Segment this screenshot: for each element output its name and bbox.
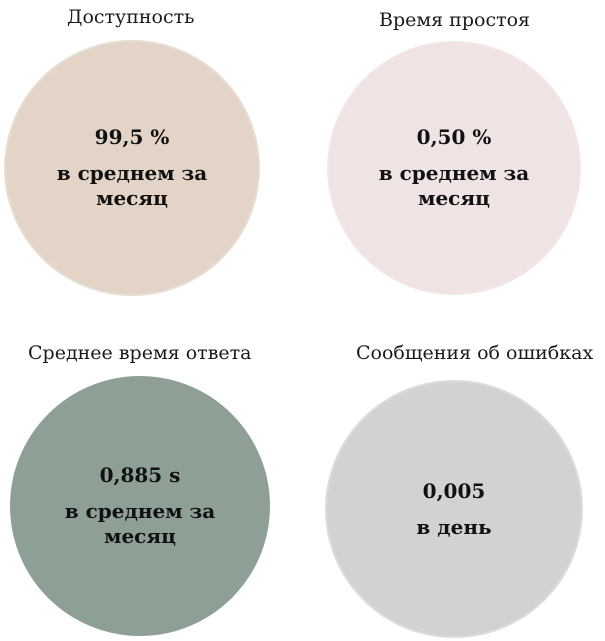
metric-caption: в среднем за месяц [64, 499, 216, 548]
metric-title: Время простоя [379, 9, 531, 31]
metric-value: 0,885 s [99, 463, 181, 487]
metric-title: Доступность [67, 6, 195, 28]
metric-value: 99,5 % [94, 125, 170, 149]
metric-circle: 99,5 % в среднем за месяц [4, 40, 260, 296]
metric-caption: в среднем за месяц [56, 161, 208, 210]
metric-title: Среднее время ответа [28, 342, 252, 364]
metric-value: 0,50 % [416, 125, 492, 149]
metric-title: Сообщения об ошибках [356, 342, 594, 364]
metric-circle: 0,005 в день [325, 380, 583, 638]
metric-value: 0,005 [422, 478, 486, 503]
metric-caption: в среднем за месяц [378, 161, 530, 210]
metric-circle: 0,885 s в среднем за месяц [10, 376, 270, 636]
metric-circle: 0,50 % в среднем за месяц [327, 41, 581, 295]
metric-caption: в день [416, 514, 492, 539]
